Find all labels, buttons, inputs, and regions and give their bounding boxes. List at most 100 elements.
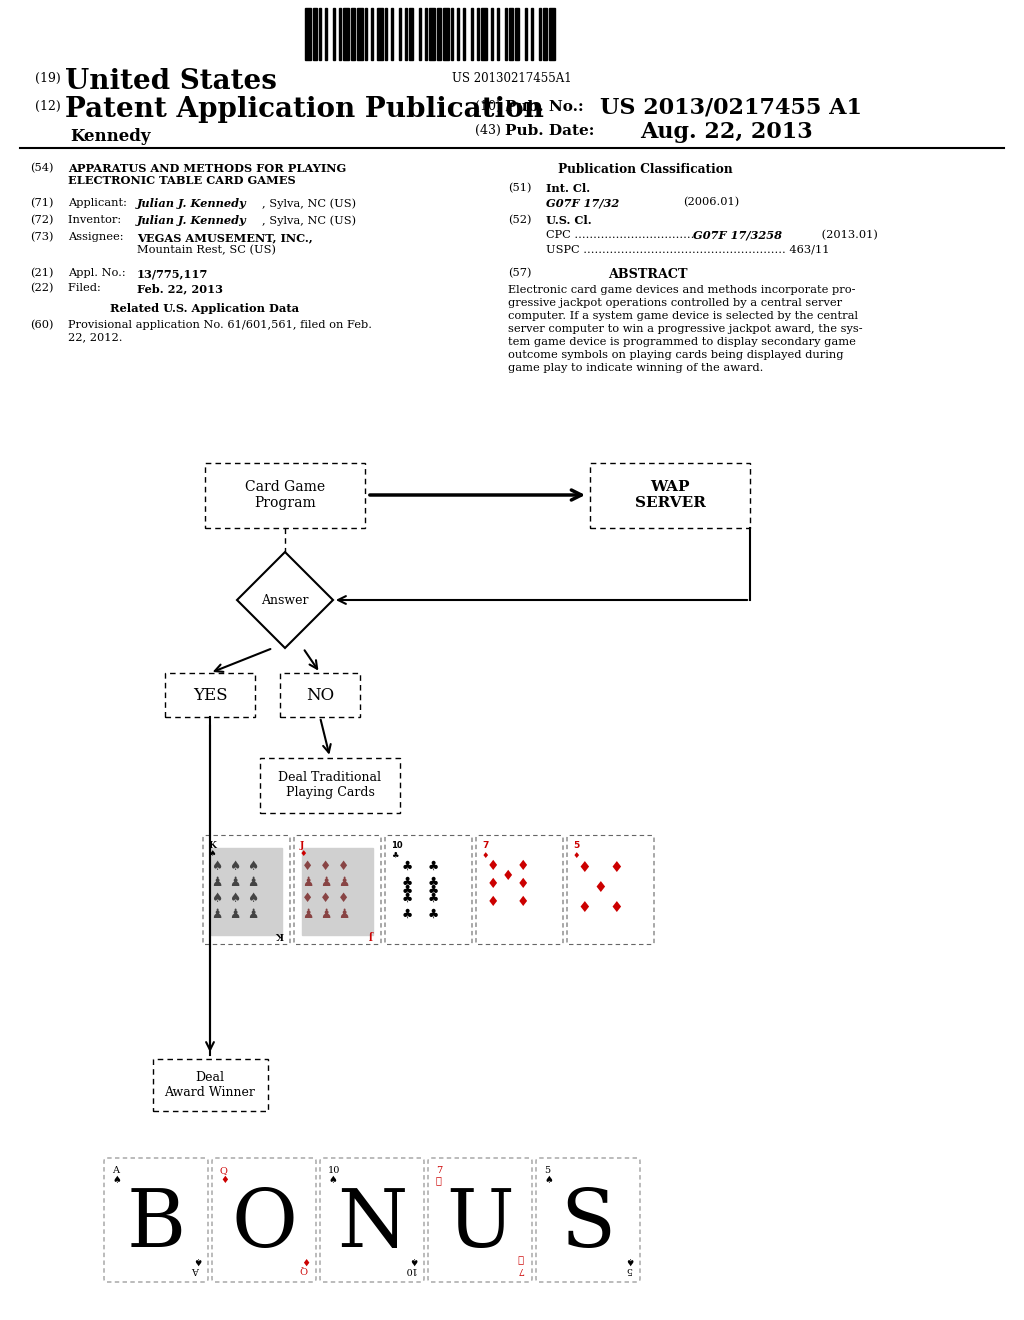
- Text: ♦: ♦: [578, 859, 591, 874]
- Text: (19): (19): [35, 73, 60, 84]
- Text: ♦: ♦: [609, 859, 623, 874]
- Text: ♣: ♣: [401, 875, 413, 888]
- Text: (22): (22): [30, 282, 53, 293]
- Text: Julian J. Kennedy: Julian J. Kennedy: [137, 215, 247, 226]
- Bar: [481, 8, 487, 59]
- Bar: [385, 8, 387, 59]
- Text: ABSTRACT: ABSTRACT: [608, 268, 687, 281]
- Text: 10: 10: [391, 842, 402, 850]
- Bar: [211, 847, 282, 935]
- Text: ♟: ♟: [302, 875, 313, 888]
- FancyBboxPatch shape: [319, 1158, 424, 1282]
- Text: ✦: ✦: [436, 1176, 442, 1185]
- Text: ♟: ♟: [211, 875, 222, 888]
- Text: ♠: ♠: [408, 1255, 416, 1265]
- Text: A: A: [112, 1166, 119, 1175]
- Bar: [313, 8, 317, 59]
- Text: ♟: ♟: [211, 908, 222, 920]
- FancyBboxPatch shape: [165, 673, 255, 717]
- Text: ♣: ♣: [427, 891, 438, 904]
- Text: ♟: ♟: [248, 908, 259, 920]
- Text: ♦: ♦: [338, 891, 349, 904]
- Text: J: J: [371, 929, 375, 939]
- Bar: [490, 8, 493, 59]
- Text: G07F 17/3258: G07F 17/3258: [693, 230, 782, 242]
- Text: (73): (73): [30, 232, 53, 243]
- Bar: [539, 8, 541, 59]
- FancyBboxPatch shape: [205, 462, 365, 528]
- FancyBboxPatch shape: [153, 1059, 267, 1111]
- Text: ♦: ♦: [517, 878, 529, 891]
- Bar: [357, 8, 362, 59]
- Text: (60): (60): [30, 319, 53, 330]
- Text: USPC ...................................................... 463/11: USPC ...................................…: [546, 244, 829, 253]
- Text: ♟: ♟: [229, 875, 241, 888]
- Text: (2006.01): (2006.01): [683, 197, 739, 207]
- Bar: [319, 8, 321, 59]
- Text: (72): (72): [30, 215, 53, 226]
- Text: ♣: ♣: [391, 850, 398, 859]
- Bar: [371, 8, 373, 59]
- Text: ♣: ♣: [401, 859, 413, 873]
- Bar: [463, 8, 465, 59]
- Text: ♣: ♣: [427, 875, 438, 888]
- Text: ♠: ♠: [328, 1176, 337, 1185]
- Bar: [477, 8, 479, 59]
- Bar: [325, 8, 327, 59]
- Text: ♠: ♠: [211, 859, 222, 873]
- Text: Deal
Award Winner: Deal Award Winner: [165, 1071, 255, 1100]
- Text: server computer to win a progressive jackpot award, the sys-: server computer to win a progressive jac…: [508, 323, 862, 334]
- Text: NO: NO: [306, 686, 334, 704]
- Bar: [399, 8, 401, 59]
- Text: ♦: ♦: [609, 899, 623, 915]
- Text: 22, 2012.: 22, 2012.: [68, 333, 123, 342]
- Text: 10: 10: [403, 1265, 416, 1274]
- Text: N: N: [337, 1185, 408, 1265]
- Text: US 2013/0217455 A1: US 2013/0217455 A1: [600, 96, 862, 119]
- Bar: [425, 8, 427, 59]
- Text: ♟: ♟: [229, 908, 241, 920]
- Text: ♦: ♦: [573, 850, 581, 859]
- Text: Appl. No.:: Appl. No.:: [68, 268, 129, 279]
- Text: ♦: ♦: [486, 895, 500, 909]
- Text: Answer: Answer: [261, 594, 309, 606]
- Text: YES: YES: [193, 686, 227, 704]
- FancyBboxPatch shape: [536, 1158, 640, 1282]
- FancyBboxPatch shape: [212, 1158, 316, 1282]
- Text: Provisional application No. 61/601,561, filed on Feb.: Provisional application No. 61/601,561, …: [68, 319, 372, 330]
- Text: ♟: ♟: [338, 908, 349, 920]
- Text: ♦: ♦: [482, 850, 489, 859]
- Text: B: B: [126, 1185, 185, 1265]
- Text: ♦: ♦: [321, 859, 332, 873]
- Text: United States: United States: [65, 69, 276, 95]
- Text: (21): (21): [30, 268, 53, 279]
- Text: ♦: ♦: [502, 869, 514, 883]
- Bar: [509, 8, 513, 59]
- Bar: [437, 8, 441, 59]
- Text: Related U.S. Application Data: Related U.S. Application Data: [110, 304, 299, 314]
- Text: ♦: ♦: [302, 891, 313, 904]
- Text: US 20130217455A1: US 20130217455A1: [453, 73, 571, 84]
- Bar: [497, 8, 499, 59]
- Text: 7: 7: [482, 842, 488, 850]
- Text: ♣: ♣: [401, 891, 413, 904]
- Text: ♦: ♦: [593, 879, 607, 895]
- Text: ♦: ♦: [299, 1255, 308, 1265]
- Text: ♠: ♠: [248, 859, 259, 873]
- Text: Applicant:: Applicant:: [68, 198, 134, 209]
- Text: ♣: ♣: [401, 883, 413, 896]
- Text: (57): (57): [508, 268, 531, 279]
- Text: Julian J. Kennedy: Julian J. Kennedy: [137, 198, 247, 209]
- Bar: [365, 8, 367, 59]
- Bar: [471, 8, 473, 59]
- Text: Filed:: Filed:: [68, 282, 133, 293]
- Text: Kennedy: Kennedy: [70, 128, 151, 145]
- Text: ♦: ♦: [300, 850, 307, 858]
- Text: 7: 7: [518, 1265, 524, 1274]
- Bar: [505, 8, 507, 59]
- Text: Card Game
Program: Card Game Program: [245, 480, 325, 510]
- Text: ♦: ♦: [517, 895, 529, 909]
- Text: ♣: ♣: [427, 908, 438, 920]
- Bar: [333, 8, 335, 59]
- Bar: [457, 8, 459, 59]
